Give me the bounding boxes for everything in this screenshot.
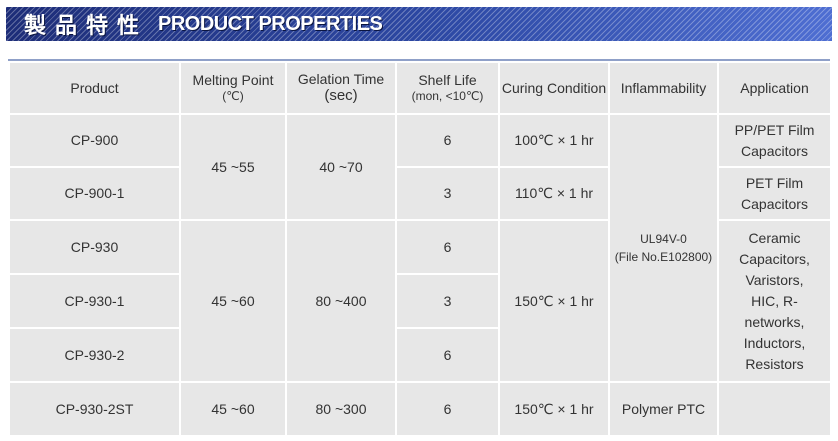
shelf-life-cell: 3 <box>395 273 500 329</box>
application-cell: Ceramic Capacitors, Varistors, HIC, R- n… <box>717 219 832 383</box>
table-row: CP-900-1 3 110℃ × 1 hr PET Film Capacito… <box>8 166 832 221</box>
product-cell: CP-900-1 <box>8 166 181 221</box>
shelf-life-cell: 6 <box>395 113 500 168</box>
melting-point-cell: 45 ~55 <box>179 113 287 221</box>
application-cell: PP/PET Film Capacitors <box>717 113 832 168</box>
curing-condition-cell: 110℃ × 1 hr <box>498 166 610 221</box>
shelf-life-cell: 6 <box>395 219 500 275</box>
table-row: CP-930 45 ~60 80 ~400 6 150℃ × 1 hr Cera… <box>8 219 832 383</box>
melting-point-cell: 45 ~60 <box>179 381 287 437</box>
banner-title-cn: 製品特性 <box>24 14 149 39</box>
header-curing-condition: Curing Condition <box>498 61 610 115</box>
gelation-time-cell: 80 ~400 <box>285 219 397 383</box>
curing-condition-cell: 150℃ × 1 hr <box>498 381 610 437</box>
application-cell: PET Film Capacitors <box>717 166 832 221</box>
header-application: Application <box>717 61 832 115</box>
inflammability-file: (File No.E102800) <box>614 250 713 264</box>
gelation-time-cell: 80 ~300 <box>285 381 397 437</box>
product-cell: CP-930 <box>8 219 181 275</box>
table-row: CP-930-2 6 <box>8 327 831 383</box>
header-melting-point: Melting Point (℃) <box>179 61 287 115</box>
table-row: CP-900 45 ~55 40 ~70 6 100℃ × 1 hr UL94V… <box>8 113 832 383</box>
curing-condition-cell: 100℃ × 1 hr <box>498 113 610 168</box>
header-shelf-life: Shelf Life (mon, <10℃) <box>395 61 500 115</box>
inflammability-rating: UL94V-0 <box>640 232 687 246</box>
melting-point-cell: 45 ~60 <box>179 219 287 383</box>
header-product: Product <box>8 61 181 115</box>
header-inflammability: Inflammability <box>608 61 719 115</box>
table-row: CP-930-1 3 <box>8 273 831 329</box>
product-cell: CP-930-2 <box>8 327 181 383</box>
title-banner: 製品特性 PRODUCT PROPERTIES <box>6 7 832 41</box>
table-row: CP-930-2ST 45 ~60 80 ~300 6 150℃ × 1 hr … <box>8 381 831 437</box>
gelation-time-cell: 40 ~70 <box>285 113 397 221</box>
product-properties-table: Product Melting Point (℃) Gelation Time … <box>8 59 832 437</box>
application-cell: Polymer PTC <box>608 381 719 437</box>
curing-condition-cell: 150℃ × 1 hr <box>498 219 610 383</box>
shelf-life-cell: 6 <box>395 381 500 437</box>
product-cell: CP-930-2ST <box>8 381 181 437</box>
header-gelation-time: Gelation Time (sec) <box>285 61 397 115</box>
shelf-life-cell: 3 <box>395 166 500 221</box>
banner-title-en: PRODUCT PROPERTIES <box>158 12 383 35</box>
shelf-life-cell: 6 <box>395 327 500 383</box>
product-cell: CP-900 <box>8 113 181 168</box>
header-row: Product Melting Point (℃) Gelation Time … <box>8 61 832 115</box>
inflammability-cell: UL94V-0 (File No.E102800) <box>608 113 719 383</box>
product-cell: CP-930-1 <box>8 273 181 329</box>
